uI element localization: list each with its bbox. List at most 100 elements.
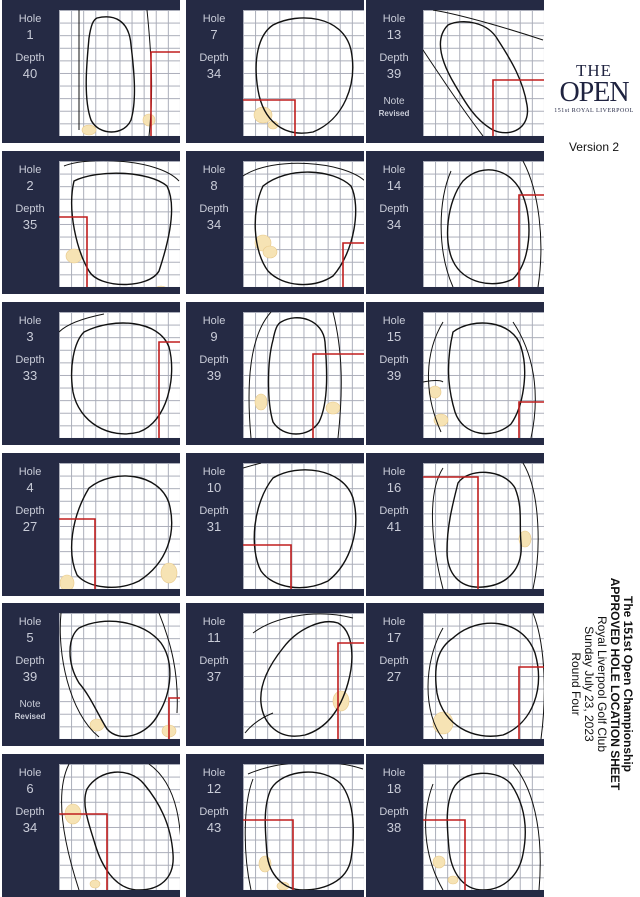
hole-label: Hole xyxy=(382,616,406,628)
surround-contour xyxy=(59,313,105,333)
bunker-shape xyxy=(254,393,268,411)
surround-contour xyxy=(63,161,180,182)
depth-value: 39 xyxy=(22,669,38,684)
green-svg xyxy=(59,475,178,589)
hole-location-marker xyxy=(243,819,294,890)
hole-card-7: Hole 7 Depth 34 xyxy=(186,0,364,143)
green-svg xyxy=(59,764,180,890)
surround-contour xyxy=(425,764,541,890)
surround-contour xyxy=(59,613,178,738)
version-label: Version 2 xyxy=(568,140,620,154)
depth-label: Depth xyxy=(199,655,229,667)
hole-label: Hole xyxy=(202,466,226,478)
green-svg xyxy=(423,321,544,438)
depth-value: 43 xyxy=(206,820,222,835)
bunker-shape xyxy=(89,879,101,889)
green-diagram xyxy=(243,312,364,438)
bunker-shape xyxy=(262,245,278,259)
depth-label: Depth xyxy=(199,203,229,215)
green-outline xyxy=(446,471,522,588)
hole-location-marker xyxy=(518,666,544,739)
green-svg xyxy=(427,613,544,739)
hole-info: Hole 9 Depth 39 xyxy=(186,302,242,445)
green-diagram xyxy=(59,161,180,287)
hole-card-1: Hole 1 Depth 40 xyxy=(2,0,180,143)
depth-label: Depth xyxy=(15,203,45,215)
hole-location-marker xyxy=(312,353,364,438)
hole-card-15: Hole 15 Depth 39 xyxy=(366,302,544,445)
depth-value: 39 xyxy=(386,368,402,383)
hole-info: Hole 14 Depth 34 xyxy=(366,151,422,294)
green-diagram xyxy=(423,764,544,890)
bunker-shape xyxy=(428,385,442,399)
green-outline xyxy=(260,621,353,737)
hole-label: Hole xyxy=(18,164,42,176)
hole-number: 7 xyxy=(210,27,218,42)
club-name: Royal Liverpool Golf Club xyxy=(595,615,609,753)
depth-label: Depth xyxy=(199,354,229,366)
sheet-title-block: The 151st Open Championship APPROVED HOL… xyxy=(556,536,635,832)
green-outline xyxy=(70,322,173,435)
hole-location-marker xyxy=(342,242,364,287)
hole-location-marker xyxy=(59,518,96,589)
depth-value: 38 xyxy=(386,820,402,835)
bunker-shape xyxy=(160,562,178,584)
hole-info: Hole 7 Depth 34 xyxy=(186,0,242,143)
hole-number: 3 xyxy=(26,329,34,344)
green-diagram xyxy=(423,463,544,589)
green-diagram xyxy=(59,463,180,589)
green-outline xyxy=(85,16,136,133)
surround-contour xyxy=(244,764,364,890)
hole-card-10: Hole 10 Depth 31 xyxy=(186,453,364,596)
hole-number: 4 xyxy=(26,480,34,495)
depth-value: 27 xyxy=(22,519,38,534)
green-diagram xyxy=(59,312,180,438)
surround-contour xyxy=(61,764,180,890)
depth-label: Depth xyxy=(379,354,409,366)
hole-info: Hole 4 Depth 27 xyxy=(2,453,58,596)
hole-label: Hole xyxy=(18,616,42,628)
green-svg xyxy=(440,161,544,287)
green-outline xyxy=(253,469,357,589)
depth-value: 34 xyxy=(206,66,222,81)
green-diagram xyxy=(423,613,544,739)
surround-contour xyxy=(423,321,536,438)
hole-card-6: Hole 6 Depth 34 xyxy=(2,754,180,897)
surround-contour xyxy=(243,162,364,181)
hole-label: Hole xyxy=(18,13,42,25)
green-svg xyxy=(243,17,354,136)
hole-number: 17 xyxy=(386,630,402,645)
green-diagram xyxy=(423,10,544,136)
bunker-shape xyxy=(325,401,341,415)
hole-card-8: Hole 8 Depth 34 xyxy=(186,151,364,294)
hole-label: Hole xyxy=(382,466,406,478)
green-outline xyxy=(84,771,174,890)
hole-location-marker xyxy=(243,544,292,589)
depth-label: Depth xyxy=(15,505,45,517)
hole-number: 1 xyxy=(26,27,34,42)
hole-info: Hole 17 Depth 27 xyxy=(366,603,422,746)
hole-card-3: Hole 3 Depth 33 xyxy=(2,302,180,445)
hole-card-17: Hole 17 Depth 27 xyxy=(366,603,544,746)
hole-number: 13 xyxy=(386,27,402,42)
hole-label: Hole xyxy=(202,616,226,628)
depth-label: Depth xyxy=(15,806,45,818)
green-outline xyxy=(446,169,530,285)
hole-number: 8 xyxy=(210,178,218,193)
bunker-shape xyxy=(253,106,273,124)
hole-number: 11 xyxy=(207,630,221,645)
logo-subtitle: 151st ROYAL LIVERPOOL xyxy=(554,108,634,114)
hole-number: 6 xyxy=(26,781,34,796)
hole-card-13: Hole 13 Depth 39 Note Revised xyxy=(366,0,544,143)
hole-info: Hole 10 Depth 31 xyxy=(186,453,242,596)
green-outline xyxy=(264,771,354,890)
hole-card-4: Hole 4 Depth 27 xyxy=(2,453,180,596)
green-outline xyxy=(69,620,171,738)
logo-the-text: THE xyxy=(575,61,613,80)
surround-contour xyxy=(440,161,542,287)
hole-card-16: Hole 16 Depth 41 xyxy=(366,453,544,596)
hole-info: Hole 13 Depth 39 Note Revised xyxy=(366,0,422,143)
logo-open-text: OPEN xyxy=(559,77,629,108)
depth-label: Depth xyxy=(379,52,409,64)
green-svg xyxy=(59,313,180,438)
